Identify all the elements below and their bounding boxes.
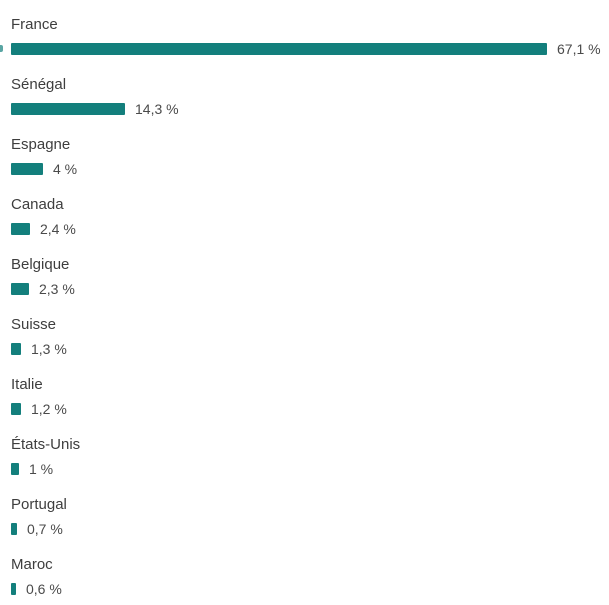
- bar: [11, 463, 19, 475]
- bar: [11, 43, 547, 55]
- bar-row: Maroc 0,6 %: [11, 555, 609, 605]
- bar-row: Sénégal 14,3 %: [11, 75, 609, 125]
- bar-row: Suisse 1,3 %: [11, 315, 609, 365]
- category-label: États-Unis: [11, 436, 81, 453]
- category-label: Italie: [11, 376, 43, 393]
- category-label: France: [11, 16, 58, 33]
- bar-row: États-Unis 1 %: [11, 435, 609, 485]
- bar: [11, 283, 29, 295]
- category-label: Canada: [11, 196, 64, 213]
- value-label: 0,6 %: [26, 581, 62, 597]
- value-label: 0,7 %: [27, 521, 63, 537]
- bar: [11, 223, 30, 235]
- value-label: 1,2 %: [31, 401, 67, 417]
- bar-row: Portugal 0,7 %: [11, 495, 609, 545]
- bar: [11, 343, 21, 355]
- bar-row: Espagne 4 %: [11, 135, 609, 185]
- bar-row: Canada 2,4 %: [11, 195, 609, 245]
- category-label: Maroc: [11, 556, 53, 573]
- category-label: Sénégal: [11, 76, 67, 93]
- bar: [11, 403, 21, 415]
- bar-row: Belgique 2,3 %: [11, 255, 609, 305]
- category-label: Belgique: [11, 256, 70, 273]
- value-label: 67,1 %: [557, 41, 601, 57]
- value-label: 2,3 %: [39, 281, 75, 297]
- value-label: 1,3 %: [31, 341, 67, 357]
- value-label: 4 %: [53, 161, 78, 177]
- bar: [11, 103, 125, 115]
- value-label: 2,4 %: [40, 221, 76, 237]
- bar-row: Italie 1,2 %: [11, 375, 609, 425]
- value-label: 14,3 %: [135, 101, 179, 117]
- bar: [11, 523, 17, 535]
- value-label: 1 %: [29, 461, 54, 477]
- category-label: Espagne: [11, 136, 71, 153]
- bar-row: France 67,1 %: [11, 15, 609, 65]
- bar: [11, 583, 16, 595]
- left-edge-marker: [0, 45, 3, 52]
- bar: [11, 163, 43, 175]
- category-label: Suisse: [11, 316, 57, 333]
- cropped-header-fragment: [11, 0, 151, 6]
- category-label: Portugal: [11, 496, 67, 513]
